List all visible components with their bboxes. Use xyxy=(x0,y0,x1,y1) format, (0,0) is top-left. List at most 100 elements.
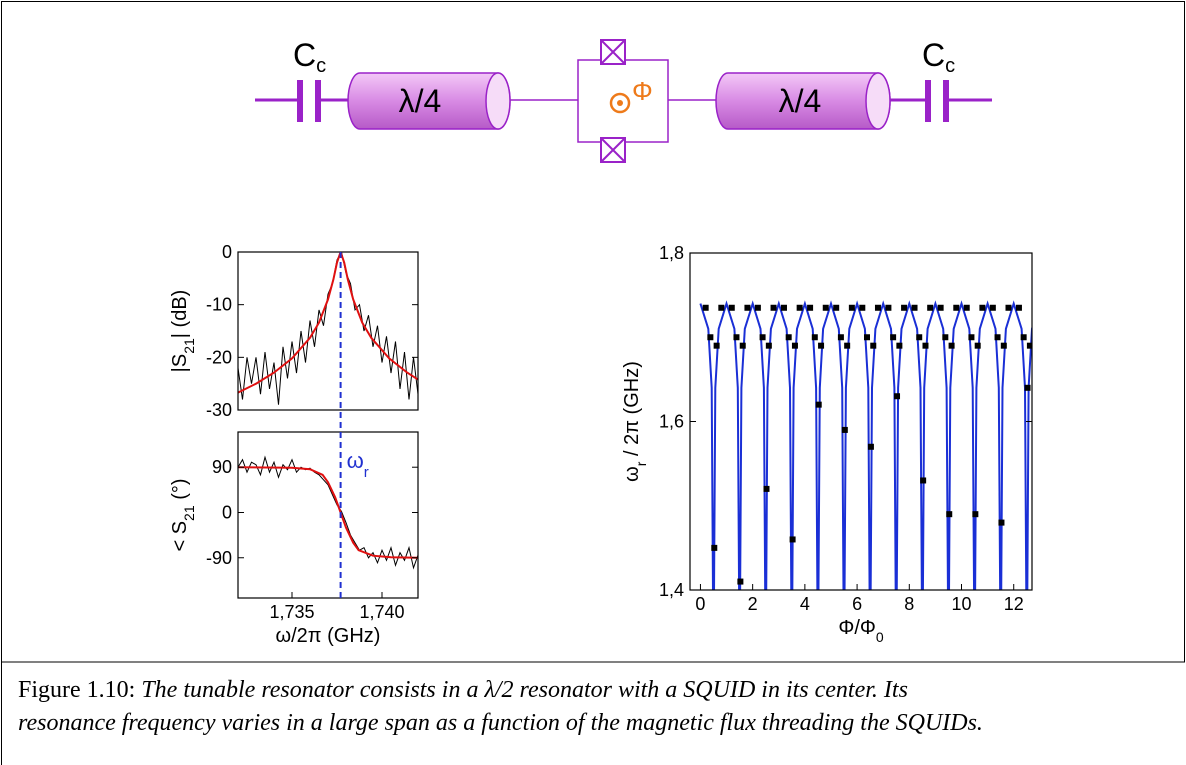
data-point xyxy=(702,304,709,311)
x-tick-label: 2 xyxy=(748,594,758,614)
data-point xyxy=(759,334,766,341)
x-tick-label: 0 xyxy=(695,594,705,614)
data-point xyxy=(807,304,814,311)
data-point xyxy=(833,304,840,311)
y-tick-label: 1,8 xyxy=(659,243,684,263)
y-tick-label: -90 xyxy=(206,548,232,568)
data-point xyxy=(920,477,927,484)
data-point xyxy=(739,342,746,349)
x-axis-label-part: Φ/Φ xyxy=(838,617,875,639)
data-point xyxy=(848,304,855,311)
data-point xyxy=(744,304,751,311)
data-point xyxy=(896,342,903,349)
x-tick-label: 12 xyxy=(1004,594,1024,614)
cap-symbol: C xyxy=(293,37,316,73)
data-point xyxy=(811,334,818,341)
data-point xyxy=(837,334,844,341)
data-point xyxy=(785,334,792,341)
y-axis-label: ωr / 2π (GHz) xyxy=(621,361,649,482)
capacitor-label: Cc xyxy=(922,37,955,77)
data-point xyxy=(885,304,892,311)
data-point xyxy=(901,304,908,311)
y-tick-label: 90 xyxy=(212,457,232,477)
plot-area xyxy=(238,252,418,405)
data-point xyxy=(763,485,770,492)
x-tick-label: 4 xyxy=(800,594,810,614)
y-axis-label-part: |S xyxy=(169,354,191,373)
data-point xyxy=(998,519,1005,526)
plot-area xyxy=(238,455,418,570)
y-axis-label-part: r xyxy=(633,461,649,466)
plot: 90 0 -90 1,735 1,740 < S21 (°) ω/2π (GHz) xyxy=(169,431,419,647)
y-tick-label: 1,4 xyxy=(659,580,684,600)
junction-cross xyxy=(600,39,626,65)
data-point xyxy=(972,511,979,518)
data-point xyxy=(968,334,975,341)
y-axis-label: < S21 (°) xyxy=(169,478,197,551)
data-point xyxy=(963,304,970,311)
cylinder-end xyxy=(865,72,891,130)
data-point xyxy=(770,304,777,311)
data-point xyxy=(718,304,725,311)
y-tick-label: 1,6 xyxy=(659,412,684,432)
x-axis-label: Φ/Φ0 xyxy=(838,617,883,645)
plot-frame xyxy=(237,431,419,599)
data-point xyxy=(927,304,934,311)
annotation: ωr xyxy=(347,448,369,481)
data-point xyxy=(867,443,874,450)
x-axis-label-part: ω/2π (GHz) xyxy=(276,625,381,647)
data-point xyxy=(994,334,1001,341)
data-point xyxy=(707,334,714,341)
y-axis-label-part: / 2π (GHz) xyxy=(621,361,643,461)
data-point xyxy=(974,342,981,349)
data-line xyxy=(238,466,418,559)
x-tick-label: 1,735 xyxy=(269,602,314,622)
y-tick-label: 0 xyxy=(222,242,232,262)
flux-symbol xyxy=(609,92,631,114)
data-point xyxy=(890,334,897,341)
data-line xyxy=(238,455,418,570)
data-point xyxy=(1000,342,1007,349)
y-axis-label-part: < S xyxy=(169,521,191,552)
y-axis-label-part: | (dB) xyxy=(169,290,191,339)
junction-cross xyxy=(600,137,626,163)
data-point xyxy=(989,304,996,311)
data-point xyxy=(844,342,851,349)
plot-frame xyxy=(237,251,419,411)
circuit xyxy=(255,39,992,163)
data-point xyxy=(953,304,960,311)
data-point xyxy=(948,342,955,349)
data-point xyxy=(859,304,866,311)
caption-label: Figure 1.10: xyxy=(18,677,135,703)
data-point xyxy=(1024,384,1031,391)
cap-sub: c xyxy=(316,55,326,77)
cap-symbol: C xyxy=(922,37,945,73)
data-point xyxy=(780,304,787,311)
y-tick-label: 0 xyxy=(222,502,232,522)
data-point xyxy=(942,334,949,341)
y-axis-label-part: (°) xyxy=(169,478,191,505)
x-tick-label: 8 xyxy=(904,594,914,614)
data-point xyxy=(864,334,871,341)
caption-line: resonance frequency varies in a large sp… xyxy=(18,710,983,736)
data-point xyxy=(911,304,918,311)
y-tick-label: -10 xyxy=(206,295,232,315)
data-point xyxy=(713,342,720,349)
y-axis-label: |S21| (dB) xyxy=(169,290,197,373)
x-axis-label: ω/2π (GHz) xyxy=(276,625,381,647)
data-point xyxy=(818,342,825,349)
data-point xyxy=(754,304,761,311)
line-label: λ/4 xyxy=(399,83,442,119)
data-point xyxy=(789,536,796,543)
annotation-sub: r xyxy=(364,464,369,481)
y-tick-label: -30 xyxy=(206,400,232,420)
x-tick-label: 6 xyxy=(852,594,862,614)
data-point xyxy=(765,342,772,349)
caption-line: Figure 1.10: The tunable resonator consi… xyxy=(18,677,908,703)
data-point xyxy=(1005,304,1012,311)
data-point xyxy=(916,334,923,341)
